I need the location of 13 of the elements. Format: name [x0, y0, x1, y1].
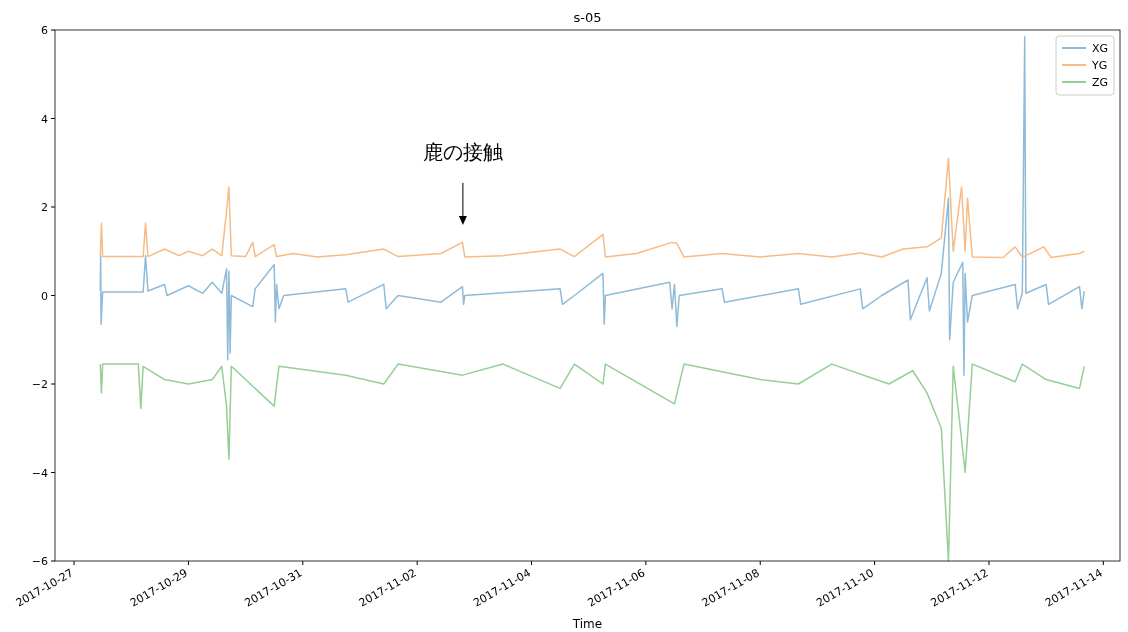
annotation: 鹿の接触 [422, 139, 503, 164]
x-axis-title: Time [571, 617, 603, 631]
chart-title: s-05 [573, 10, 602, 25]
y-tick-label: 4 [41, 112, 48, 126]
y-tick-label: −2 [31, 378, 48, 391]
legend-label: YG [1091, 59, 1108, 72]
legend-label: ZG [1092, 76, 1109, 89]
y-tick-label: 2 [41, 201, 48, 214]
y-tick-label: −4 [31, 466, 48, 480]
y-tick-label: 0 [41, 289, 48, 303]
y-tick-label: −6 [31, 555, 48, 568]
y-tick-label: 6 [41, 24, 48, 37]
legend-label: XG [1092, 42, 1109, 55]
